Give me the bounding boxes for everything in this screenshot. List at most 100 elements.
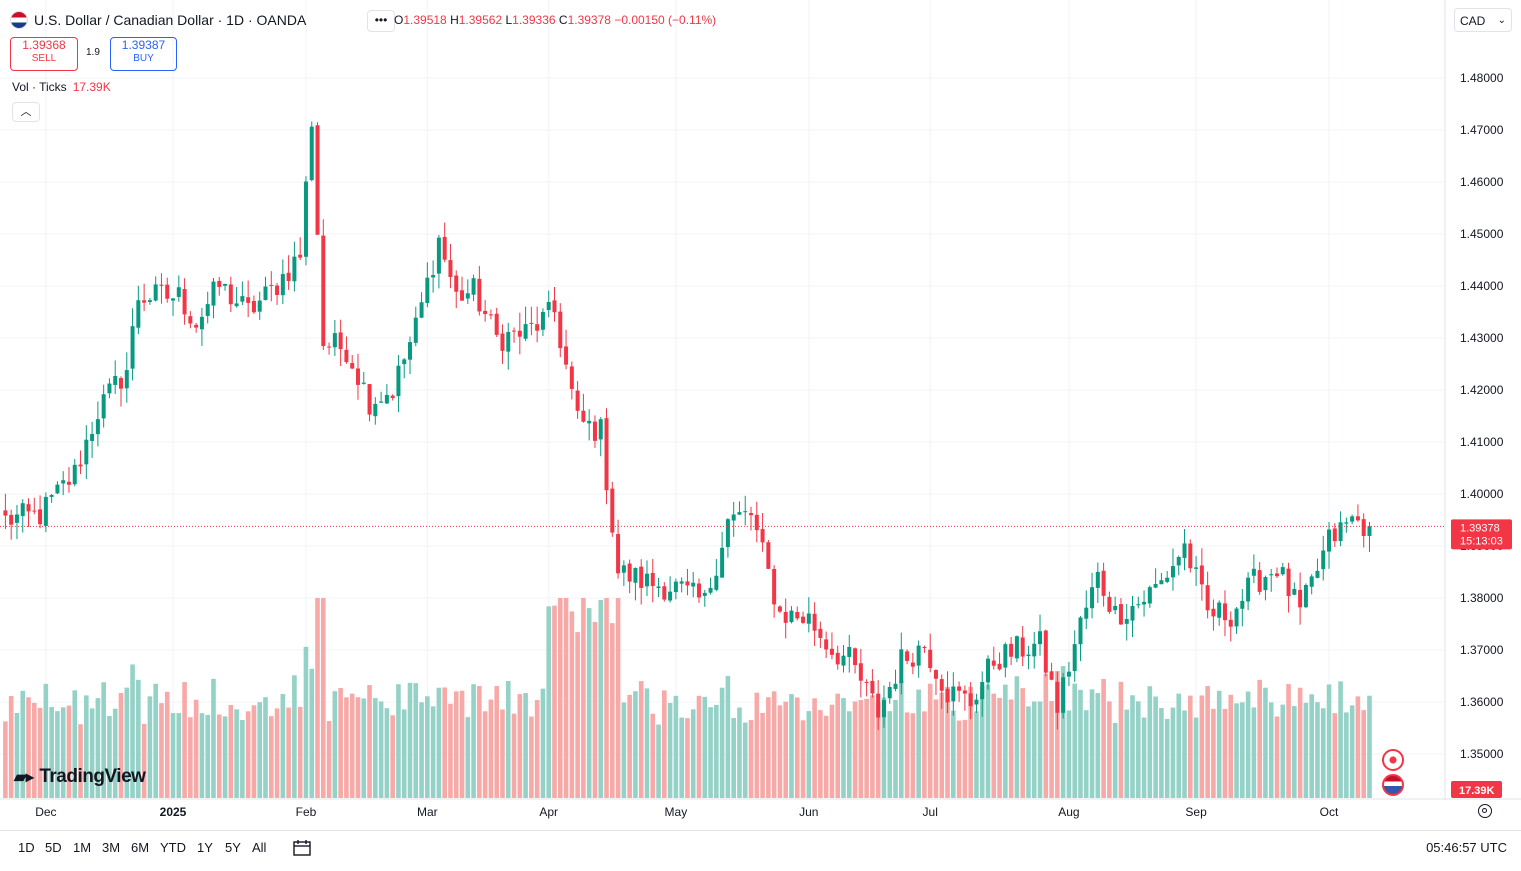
- candle: [165, 277, 170, 303]
- volume-bar: [638, 681, 644, 798]
- volume-bar: [812, 698, 817, 798]
- range-button-all[interactable]: All: [252, 840, 267, 855]
- candle: [384, 384, 389, 404]
- volume-bar: [199, 713, 205, 798]
- calendar-icon[interactable]: [292, 839, 312, 857]
- volume-bar: [465, 717, 471, 798]
- time-axis: Dec 2025 Feb Mar Apr May Jun Jul Aug Sep Oct: [35, 805, 1339, 819]
- candle: [933, 669, 938, 696]
- tradingview-logo-icon: ▰▸: [14, 769, 34, 786]
- candle: [974, 693, 979, 713]
- volume-bar: [708, 707, 713, 798]
- volume-bar: [55, 711, 60, 798]
- spread-value: 1.9: [86, 47, 100, 58]
- candle: [390, 394, 395, 401]
- volume-legend[interactable]: Vol · Ticks 17.39K: [12, 80, 111, 94]
- range-button-6m[interactable]: 6M: [131, 840, 150, 855]
- sell-button[interactable]: 1.39368 SELL: [10, 37, 78, 71]
- candle: [754, 501, 759, 543]
- range-button-3m[interactable]: 3M: [102, 840, 121, 855]
- candle: [905, 649, 910, 665]
- candle: [1014, 635, 1019, 663]
- candle: [627, 559, 632, 594]
- volume-bar: [529, 716, 534, 798]
- candle: [280, 259, 285, 304]
- volume-bar: [297, 706, 303, 798]
- volume-bar: [1286, 684, 1291, 798]
- candle: [639, 559, 644, 605]
- candle: [922, 645, 927, 653]
- volume-bars: [3, 598, 1372, 798]
- range-button-1d[interactable]: 1D: [18, 840, 35, 855]
- candle: [188, 311, 193, 329]
- volume-bar: [49, 707, 54, 798]
- candle: [269, 271, 274, 302]
- volume-bar: [182, 682, 187, 798]
- sell-label: SELL: [31, 53, 57, 64]
- more-options-button[interactable]: •••: [367, 10, 395, 32]
- time-tick-label: Jul: [923, 805, 938, 819]
- volume-bar: [696, 695, 702, 798]
- volume-bar: [581, 598, 586, 798]
- candle: [1332, 523, 1337, 547]
- candle: [1211, 599, 1216, 631]
- volume-bar: [1060, 666, 1066, 798]
- candle: [1061, 672, 1066, 719]
- volume-bar: [1182, 710, 1187, 798]
- candle: [1090, 572, 1095, 619]
- volume-bar: [211, 678, 216, 798]
- candle: [916, 640, 921, 678]
- last-price-badge: [1451, 519, 1512, 550]
- candle: [523, 306, 528, 342]
- buy-button[interactable]: 1.39387 BUY: [110, 37, 177, 71]
- price-chart[interactable]: 1.350001.360001.370001.380001.390001.400…: [0, 0, 1521, 830]
- candle: [26, 498, 31, 528]
- volume-bar: [1112, 722, 1118, 798]
- candle: [43, 492, 48, 533]
- candle: [1032, 632, 1037, 669]
- candle: [1165, 570, 1170, 584]
- range-button-ytd[interactable]: YTD: [160, 840, 186, 855]
- candle: [1344, 517, 1349, 533]
- candle: [1003, 642, 1008, 678]
- volume-bar: [430, 706, 436, 798]
- volume-bar: [216, 714, 222, 798]
- symbol-title[interactable]: U.S. Dollar / Canadian Dollar · 1D · OAN…: [10, 11, 306, 29]
- candle: [500, 324, 505, 364]
- candle: [558, 303, 563, 358]
- candle: [720, 531, 725, 578]
- candle: [136, 285, 141, 335]
- price-tick-label: 1.41000: [1460, 435, 1504, 449]
- volume-bar: [650, 713, 656, 798]
- tradingview-logo[interactable]: ▰▸ TradingView: [14, 766, 146, 788]
- volume-bar: [1199, 695, 1205, 798]
- candle: [251, 295, 256, 314]
- canada-flag-icon[interactable]: [1382, 749, 1404, 771]
- candle: [286, 255, 291, 290]
- volume-bar: [615, 598, 621, 798]
- currency-select[interactable]: CAD ⌄: [1454, 8, 1512, 32]
- volume-bar: [1003, 684, 1008, 798]
- volume-bar: [471, 684, 476, 798]
- candle: [442, 222, 447, 263]
- candle: [396, 355, 401, 413]
- range-button-1m[interactable]: 1M: [73, 840, 92, 855]
- collapse-legend-button[interactable]: ︿: [12, 102, 40, 122]
- us-flag-icon[interactable]: [1382, 774, 1404, 796]
- candle: [1009, 637, 1014, 666]
- volume-bar: [800, 720, 806, 798]
- candle: [691, 571, 696, 598]
- range-button-5y[interactable]: 5Y: [225, 840, 241, 855]
- axis-settings-icon[interactable]: [1478, 804, 1492, 818]
- volume-bar: [592, 621, 598, 798]
- volume-bar: [644, 688, 650, 798]
- range-button-1y[interactable]: 1Y: [197, 840, 213, 855]
- candle: [1038, 614, 1043, 656]
- utc-clock[interactable]: 05:46:57 UTC: [1426, 840, 1507, 855]
- volume-bar: [361, 698, 367, 798]
- volume-bar: [280, 694, 286, 798]
- candle: [1142, 590, 1147, 617]
- volume-bar: [118, 693, 124, 798]
- range-button-5d[interactable]: 5D: [45, 840, 62, 855]
- price-tick-label: 1.45000: [1460, 227, 1504, 241]
